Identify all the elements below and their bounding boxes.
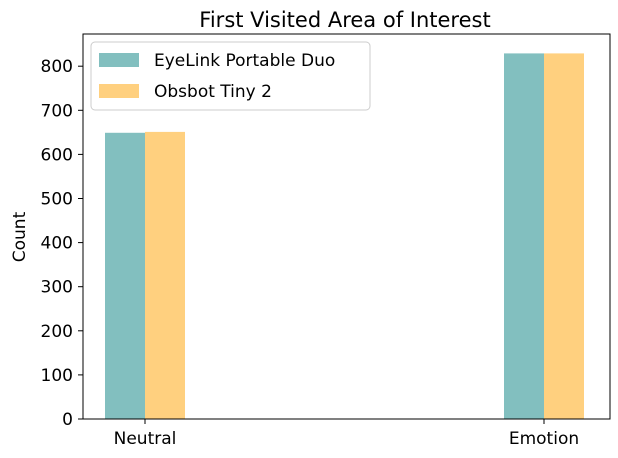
legend-swatch-eyelink [99,53,139,67]
y-tick-label: 300 [41,278,73,298]
y-axis-ticks: 0 100 200 300 400 500 600 700 800 [41,57,83,430]
legend-label-eyelink: EyeLink Portable Duo [154,51,335,71]
y-tick-label: 400 [41,234,73,254]
bar-obsbot-emotion [544,53,584,419]
y-tick-label: 100 [41,366,73,386]
y-tick-label: 200 [41,322,73,342]
x-tick-label-neutral: Neutral [114,429,177,449]
bar-obsbot-neutral [145,131,185,419]
legend-label-obsbot: Obsbot Tiny 2 [154,82,272,102]
legend-swatch-obsbot [99,84,139,98]
x-tick-label-emotion: Emotion [509,429,579,449]
bar-eyelink-emotion [504,53,544,419]
bars-group [105,53,584,419]
plot-area-frame [82,33,611,420]
legend-box [90,41,371,111]
bar-eyelink-neutral [105,132,145,419]
y-tick-label: 800 [41,57,73,77]
legend: EyeLink Portable Duo Obsbot Tiny 2 [90,41,371,111]
chart-title: First Visited Area of Interest [199,8,490,32]
y-tick-label: 600 [41,145,73,165]
y-tick-label: 0 [62,410,73,430]
y-tick-label: 700 [41,101,73,121]
x-axis-ticks: Neutral Emotion [114,419,579,449]
y-tick-label: 500 [41,189,73,209]
y-axis-label: Count [10,211,30,262]
